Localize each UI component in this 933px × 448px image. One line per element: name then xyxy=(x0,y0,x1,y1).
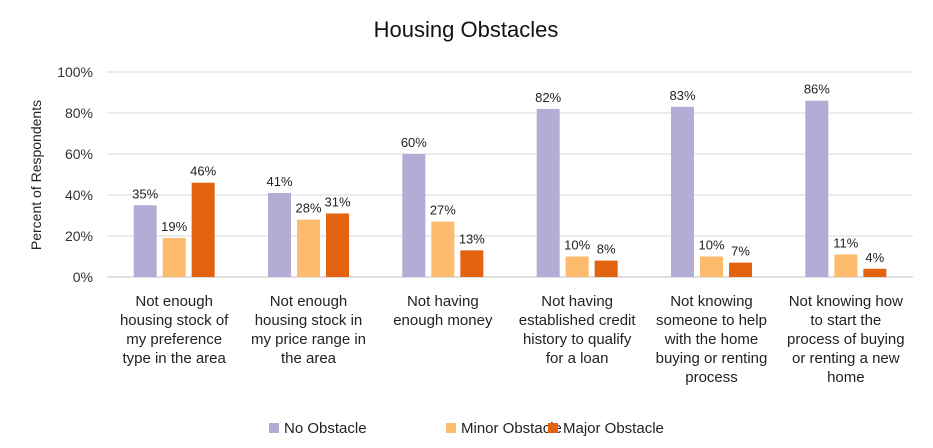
data-label: 8% xyxy=(597,242,616,257)
data-label: 28% xyxy=(295,201,321,216)
category-label: Not enough housing stock of my preference t… xyxy=(120,293,229,367)
chart-title: Housing Obstacles xyxy=(374,17,559,42)
data-label: 7% xyxy=(731,244,750,259)
bar-minor-obstacle xyxy=(565,256,589,277)
data-label: 31% xyxy=(324,194,350,209)
bar-major-obstacle xyxy=(594,260,618,277)
data-label: 83% xyxy=(669,88,695,103)
category-label: Not enough housing stock in my price range… xyxy=(251,293,366,367)
legend-swatch xyxy=(548,423,558,433)
data-label: 11% xyxy=(833,235,858,250)
y-tick-label: 0% xyxy=(73,269,93,285)
data-label: 10% xyxy=(564,238,590,253)
legend-label: No Obstacle xyxy=(284,420,367,437)
data-label: 10% xyxy=(698,238,724,253)
data-label: 27% xyxy=(430,203,456,218)
data-label: 41% xyxy=(266,174,292,189)
data-label: 46% xyxy=(190,164,216,179)
bar-major-obstacle xyxy=(863,268,887,277)
y-tick-label: 80% xyxy=(65,105,93,121)
data-label: 60% xyxy=(401,135,427,150)
legend: No Obstacle Minor Obstacle Major Obstacle xyxy=(269,420,664,437)
bar-minor-obstacle xyxy=(162,238,186,277)
data-label: 35% xyxy=(132,186,158,201)
bar-major-obstacle xyxy=(326,213,349,277)
y-tick-label: 40% xyxy=(65,187,93,203)
bar-major-obstacle xyxy=(729,262,752,277)
category-label: Not knowing how to start the process of bu… xyxy=(787,293,905,386)
category-label: Not having established credit history to q… xyxy=(519,293,637,367)
legend-swatch xyxy=(269,423,279,433)
grid-lines xyxy=(107,71,913,278)
bar-no-obstacle xyxy=(402,154,426,277)
y-ticks: 0% 20% 40% 60% 80% 100% xyxy=(57,64,93,285)
y-tick-label: 20% xyxy=(65,228,93,244)
category-label: Not having enough money xyxy=(393,293,493,329)
y-axis-label: Percent of Respondents xyxy=(28,100,44,250)
bar-major-obstacle xyxy=(460,250,484,277)
legend-label: Major Obstacle xyxy=(563,420,664,437)
category-label: Not knowing someone to help with the home b… xyxy=(656,293,768,386)
bar-no-obstacle xyxy=(671,106,694,277)
bar-no-obstacle xyxy=(536,108,560,278)
bar-minor-obstacle xyxy=(297,219,320,277)
y-tick-label: 100% xyxy=(57,64,93,80)
bar-no-obstacle xyxy=(805,100,829,277)
bar-major-obstacle xyxy=(191,182,215,277)
legend-swatch xyxy=(446,423,456,433)
bar-minor-obstacle xyxy=(431,221,455,277)
data-label: 82% xyxy=(535,90,561,105)
legend-label: Minor Obstacle xyxy=(461,420,562,437)
bar-no-obstacle xyxy=(268,192,291,277)
y-tick-label: 60% xyxy=(65,146,93,162)
bar-no-obstacle xyxy=(133,205,157,277)
category-labels: Not enough housing stock of my preference t… xyxy=(120,293,905,386)
data-label: 86% xyxy=(804,82,830,97)
data-label: 13% xyxy=(459,231,485,246)
bars xyxy=(133,100,887,278)
bar-minor-obstacle xyxy=(834,254,858,277)
data-label: 19% xyxy=(161,219,187,234)
data-labels: 35% 19% 46% 41%28% 31% 60% 27%13% 82% 10% 8% 83% 10… xyxy=(132,82,885,265)
data-label: 4% xyxy=(865,250,884,265)
bar-minor-obstacle xyxy=(700,256,723,277)
